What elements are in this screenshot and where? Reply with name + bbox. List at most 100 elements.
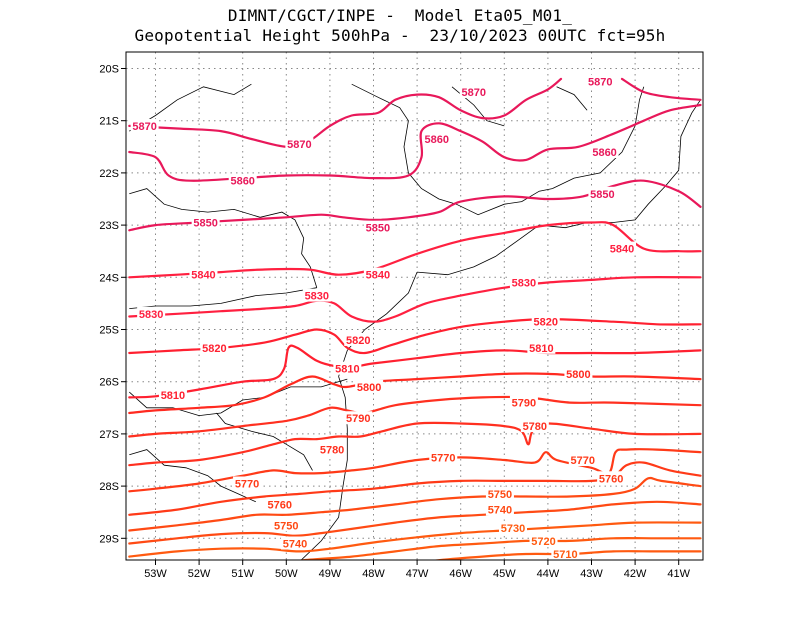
- contour-label-bg: [608, 241, 637, 255]
- contour-label: 5790: [346, 413, 370, 425]
- contour-label-bg: [590, 145, 619, 159]
- lat-tick-label: 21S: [99, 116, 119, 128]
- contour-label-bg: [568, 453, 597, 466]
- coastline-border: [129, 188, 318, 288]
- contour-label: 5800: [566, 369, 590, 381]
- contour-label: 5800: [357, 382, 381, 394]
- contour-line-5750: [128, 476, 702, 532]
- contour-label: 5870: [287, 139, 311, 151]
- coastline-border: [216, 412, 313, 471]
- lon-tick-label: 43W: [580, 568, 603, 580]
- contour-label-bg: [586, 74, 615, 88]
- contour-label: 5870: [588, 77, 612, 89]
- contour-label: 5810: [161, 390, 185, 402]
- contour-label: 5740: [283, 539, 307, 551]
- contour-line-5870: [128, 77, 563, 148]
- contour-label: 5850: [590, 189, 614, 201]
- title-line-2: Geopotential Height 500hPa - 23/10/2023 …: [134, 26, 666, 45]
- contour-line-5860: [128, 103, 702, 182]
- contour-label-bg: [564, 366, 593, 380]
- lat-tick-label: 25S: [99, 325, 119, 337]
- contour-line-5830: [128, 276, 702, 323]
- lat-tick-label: 20S: [99, 64, 119, 76]
- contour-line-5720: [296, 537, 702, 560]
- coastline-border: [300, 376, 348, 560]
- lat-tick-label: 23S: [99, 220, 119, 232]
- contour-label: 5840: [610, 244, 634, 256]
- contour-label: 5860: [230, 176, 254, 188]
- lat-tick-label: 24S: [99, 272, 119, 284]
- lon-tick-label: 53W: [144, 568, 167, 580]
- contour-label-bg: [344, 332, 373, 346]
- coastline-border: [129, 287, 317, 309]
- lat-tick-label: 28S: [99, 481, 119, 493]
- lon-tick-label: 48W: [362, 568, 385, 580]
- contour-label: 5830: [305, 291, 329, 303]
- title-line-1: DIMNT/CGCT/INPE - Model Eta05_M01_: [227, 6, 573, 25]
- contour-label: 5780: [523, 421, 547, 433]
- contour-label-bg: [272, 518, 301, 532]
- map-frame: [125, 51, 704, 561]
- contour-label: 5870: [132, 121, 156, 133]
- contour-label: 5840: [366, 270, 390, 282]
- contour-label-bg: [344, 411, 373, 425]
- contour-label-bg: [529, 533, 558, 547]
- contour-label: 5840: [191, 270, 215, 282]
- lon-tick-label: 52W: [188, 568, 211, 580]
- contour-line-5820: [128, 318, 702, 355]
- contour-label-bg: [531, 314, 560, 328]
- lon-tick-label: 46W: [449, 568, 472, 580]
- lon-tick-label: 41W: [667, 568, 690, 580]
- lat-tick-label: 29S: [99, 533, 119, 545]
- contour-label-bg: [509, 275, 538, 289]
- contour-label: 5810: [529, 343, 553, 355]
- contour-label-bg: [158, 387, 187, 401]
- contour-label: 5870: [462, 87, 486, 99]
- contour-label-bg: [422, 131, 451, 145]
- contour-label-bg: [200, 340, 229, 354]
- contour-label: 5820: [346, 335, 370, 347]
- contour-label: 5730: [501, 523, 525, 535]
- contour-label: 5830: [139, 309, 163, 321]
- contour-line-5740: [128, 500, 702, 545]
- lon-tick-label: 45W: [493, 568, 516, 580]
- contour-label-bg: [551, 546, 580, 560]
- lon-tick-label: 49W: [319, 568, 342, 580]
- contour-label-bg: [588, 186, 617, 200]
- contour-label-bg: [233, 476, 262, 490]
- coastline-border: [556, 86, 588, 111]
- contour-label: 5790: [512, 398, 536, 410]
- contour-label: 5820: [533, 317, 557, 329]
- lon-tick-label: 51W: [231, 568, 254, 580]
- lat-tick-label: 27S: [99, 429, 119, 441]
- contour-label: 5850: [193, 217, 217, 229]
- lon-tick-label: 44W: [537, 568, 560, 580]
- contour-label-bg: [520, 419, 549, 433]
- contour-line-5850: [128, 179, 702, 232]
- contour-label: 5750: [488, 489, 512, 501]
- coastline-border: [129, 83, 252, 132]
- contour-label: 5810: [335, 364, 359, 376]
- contour-label-bg: [597, 471, 626, 485]
- coastline-border: [129, 449, 256, 503]
- contour-line-5760: [128, 461, 702, 516]
- contour-label: 5760: [268, 499, 292, 511]
- contour-label: 5720: [531, 536, 555, 548]
- contour-label: 5770: [431, 452, 455, 464]
- contour-label-bg: [189, 267, 218, 281]
- contour-label: 5710: [553, 549, 577, 561]
- contour-label: 5750: [274, 520, 298, 532]
- coastline-border: [552, 86, 645, 189]
- contour-label-bg: [363, 220, 392, 234]
- contour-label-bg: [485, 502, 514, 516]
- lon-tick-label: 42W: [624, 568, 647, 580]
- contour-label: 5820: [202, 343, 226, 355]
- contour-label-bg: [459, 84, 488, 98]
- contour-label-bg: [281, 536, 310, 550]
- contour-label: 5860: [592, 147, 616, 159]
- lon-tick-label: 50W: [275, 568, 298, 580]
- contour-label-bg: [485, 486, 514, 500]
- contour-line-5730: [128, 521, 702, 558]
- contour-line-5840: [128, 221, 702, 279]
